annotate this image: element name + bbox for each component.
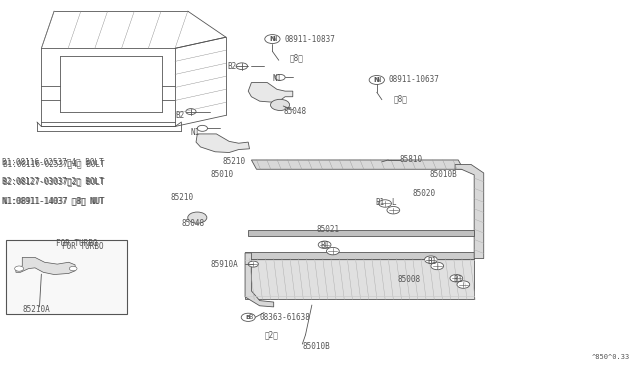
Circle shape — [186, 109, 196, 115]
Polygon shape — [196, 134, 250, 153]
Text: 〈8〉: 〈8〉 — [289, 53, 303, 62]
Circle shape — [387, 206, 400, 214]
Text: 〈2〉: 〈2〉 — [265, 330, 278, 339]
Text: B2: B2 — [228, 62, 237, 71]
Polygon shape — [248, 230, 474, 236]
Text: 85810: 85810 — [400, 155, 423, 164]
Text: B1:08116-02537〄4〉 BOLT: B1:08116-02537〄4〉 BOLT — [3, 159, 105, 168]
Circle shape — [271, 99, 289, 110]
Text: L: L — [392, 198, 396, 207]
Circle shape — [241, 313, 255, 321]
Polygon shape — [245, 253, 274, 307]
Text: 85048: 85048 — [181, 219, 205, 228]
Text: 85048: 85048 — [284, 107, 307, 116]
Circle shape — [15, 266, 24, 271]
Circle shape — [369, 76, 385, 84]
Text: 85210A: 85210A — [22, 305, 50, 314]
Circle shape — [197, 125, 207, 131]
Text: B: B — [248, 314, 252, 320]
Polygon shape — [248, 83, 292, 102]
Polygon shape — [455, 164, 484, 259]
Polygon shape — [16, 257, 75, 275]
Text: N: N — [376, 77, 381, 83]
Text: B2:08127-03037〄2〉 BOLT: B2:08127-03037〄2〉 BOLT — [2, 177, 104, 186]
Text: FOR TURBO: FOR TURBO — [56, 239, 97, 248]
Text: 85210: 85210 — [171, 193, 194, 202]
Text: 85008: 85008 — [398, 275, 421, 284]
Circle shape — [379, 200, 392, 207]
Text: N: N — [374, 77, 380, 83]
Text: B1: B1 — [320, 241, 330, 250]
Text: 85010B: 85010B — [302, 342, 330, 351]
Circle shape — [424, 256, 437, 263]
FancyBboxPatch shape — [6, 240, 127, 314]
Text: N1:08911-14037 〄8〉 NUT: N1:08911-14037 〄8〉 NUT — [2, 196, 104, 205]
Circle shape — [236, 63, 248, 70]
Text: N: N — [269, 36, 275, 42]
Text: 85010: 85010 — [210, 170, 233, 179]
Text: B2:08127-03037〄2〉 BOLT: B2:08127-03037〄2〉 BOLT — [3, 178, 105, 187]
Circle shape — [248, 261, 259, 267]
Circle shape — [431, 262, 444, 270]
Text: 08363-61638: 08363-61638 — [260, 313, 310, 322]
Text: ^850^0.33: ^850^0.33 — [592, 354, 630, 360]
Circle shape — [265, 35, 280, 44]
Text: 〈8〉: 〈8〉 — [394, 94, 407, 103]
Circle shape — [188, 212, 207, 223]
Text: N: N — [273, 36, 277, 42]
Text: FOR TURBO: FOR TURBO — [62, 242, 104, 251]
Text: N1: N1 — [273, 74, 282, 83]
Circle shape — [318, 241, 331, 248]
Circle shape — [326, 247, 339, 255]
Text: 85020: 85020 — [412, 189, 436, 198]
Text: 85021: 85021 — [317, 225, 340, 234]
Circle shape — [275, 74, 285, 80]
Polygon shape — [252, 160, 463, 169]
Text: 85910A: 85910A — [210, 260, 238, 269]
Text: B1:08116-02537〄4〉 BOLT: B1:08116-02537〄4〉 BOLT — [2, 157, 104, 166]
Circle shape — [450, 275, 463, 282]
Text: N1:08911-14037 〄8〉 NUT: N1:08911-14037 〄8〉 NUT — [3, 196, 105, 205]
Text: B2: B2 — [175, 111, 184, 120]
Text: 08911-10837: 08911-10837 — [285, 35, 335, 44]
Circle shape — [69, 266, 77, 271]
Text: B1: B1 — [428, 257, 437, 266]
Text: B1: B1 — [453, 275, 463, 284]
Text: 08911-10637: 08911-10637 — [388, 76, 439, 84]
Polygon shape — [245, 259, 474, 299]
Text: B: B — [246, 315, 251, 320]
Text: N1: N1 — [191, 128, 200, 137]
Text: 85010B: 85010B — [429, 170, 458, 179]
Text: 85210: 85210 — [223, 157, 246, 166]
Text: B1: B1 — [376, 198, 385, 207]
Polygon shape — [245, 252, 474, 259]
Circle shape — [457, 281, 470, 288]
